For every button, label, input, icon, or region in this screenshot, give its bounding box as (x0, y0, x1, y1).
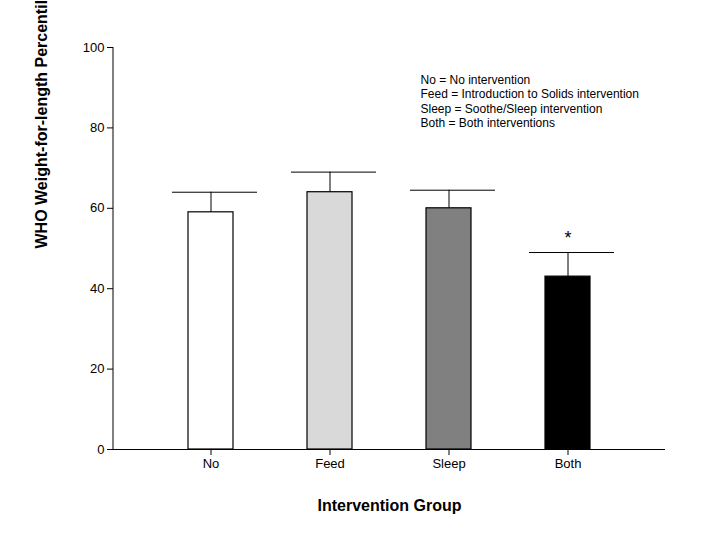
svg-text:20: 20 (90, 361, 104, 376)
svg-text:60: 60 (90, 200, 104, 215)
svg-text:40: 40 (90, 281, 104, 296)
svg-text:Intervention Group: Intervention Group (318, 497, 462, 514)
svg-text:100: 100 (83, 40, 105, 55)
svg-text:WHO Weight-for-length Percenti: WHO Weight-for-length Percentile (33, 0, 50, 249)
svg-text:*: * (564, 228, 571, 248)
svg-text:No = No interventionFeed = Int: No = No interventionFeed = Introduction … (421, 73, 639, 130)
svg-text:Sleep: Sleep (432, 456, 465, 471)
svg-text:Feed: Feed (315, 456, 345, 471)
svg-text:80: 80 (90, 120, 104, 135)
svg-text:No: No (203, 456, 220, 471)
svg-text:Both: Both (555, 456, 582, 471)
svg-text:0: 0 (97, 442, 104, 457)
